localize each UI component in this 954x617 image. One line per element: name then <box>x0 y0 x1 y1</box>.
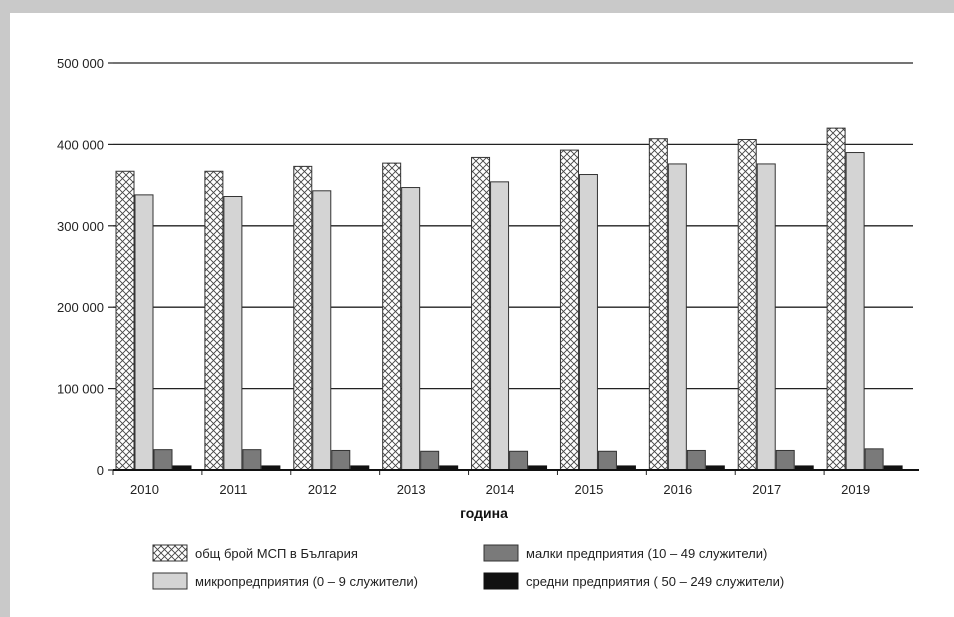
legend-swatch <box>483 544 519 562</box>
x-axis-label: година <box>460 505 508 521</box>
x-tick-label: 2019 <box>841 482 870 497</box>
bar-2016-series-1 <box>648 138 668 471</box>
bar-2014-series-2 <box>490 181 510 471</box>
bar-2017-series-2 <box>756 163 776 471</box>
bar-2010-series-2 <box>134 194 154 471</box>
legend-label: микропредприятия (0 – 9 служители) <box>195 574 418 589</box>
bar-2010-series-3 <box>153 449 173 471</box>
legend-swatch <box>152 572 188 590</box>
bar-2010-series-1 <box>115 170 135 471</box>
bar-2015-series-1 <box>559 149 579 471</box>
bar-2013-series-3 <box>420 450 440 471</box>
legend-item-4: средни предприятия ( 50 – 249 служители) <box>483 572 784 590</box>
bar-2017-series-3 <box>775 449 795 471</box>
x-tick-label: 2010 <box>130 482 159 497</box>
x-tick-label: 2016 <box>663 482 692 497</box>
bar-2019-series-1 <box>826 127 846 471</box>
y-tick-label: 500 000 <box>57 56 104 71</box>
bar-2019-series-3 <box>864 448 884 471</box>
legend-item-3: малки предприятия (10 – 49 служители) <box>483 544 767 562</box>
legend-label: средни предприятия ( 50 – 249 служители) <box>526 574 784 589</box>
legend-item-1: общ брой МСП в България <box>152 544 358 562</box>
bar-2015-series-3 <box>597 450 617 471</box>
bar-2014-series-3 <box>509 450 529 471</box>
legend-swatch <box>152 544 188 562</box>
x-tick-label: 2017 <box>752 482 781 497</box>
bar-2013-series-1 <box>382 162 402 471</box>
y-tick-label: 100 000 <box>57 382 104 397</box>
bar-2019-series-2 <box>845 152 865 471</box>
y-tick-label: 0 <box>97 463 104 478</box>
bar-2012-series-1 <box>293 165 313 471</box>
bar-2013-series-2 <box>401 187 421 471</box>
bar-2015-series-2 <box>578 174 598 471</box>
bar-2016-series-3 <box>686 449 706 471</box>
bar-2016-series-2 <box>667 163 687 471</box>
y-tick-label: 200 000 <box>57 300 104 315</box>
bar-2012-series-3 <box>331 449 351 471</box>
x-tick-label: 2015 <box>574 482 603 497</box>
y-tick-label: 300 000 <box>57 219 104 234</box>
image-frame-left <box>0 0 10 617</box>
bar-2011-series-2 <box>223 195 243 471</box>
bar-2012-series-2 <box>312 190 332 471</box>
bar-2011-series-3 <box>242 449 262 471</box>
legend-item-2: микропредприятия (0 – 9 служители) <box>152 572 418 590</box>
bar-2017-series-1 <box>737 139 757 471</box>
bar-2011-series-1 <box>204 170 224 471</box>
legend-swatch <box>483 572 519 590</box>
legend-label: общ брой МСП в България <box>195 546 358 561</box>
y-tick-label: 400 000 <box>57 137 104 152</box>
x-tick-label: 2012 <box>308 482 337 497</box>
x-tick-label: 2011 <box>219 482 247 497</box>
x-tick-label: 2013 <box>397 482 426 497</box>
bar-2014-series-1 <box>471 156 491 471</box>
x-tick-label: 2014 <box>486 482 515 497</box>
image-frame-top <box>0 0 954 13</box>
legend-label: малки предприятия (10 – 49 служители) <box>526 546 767 561</box>
